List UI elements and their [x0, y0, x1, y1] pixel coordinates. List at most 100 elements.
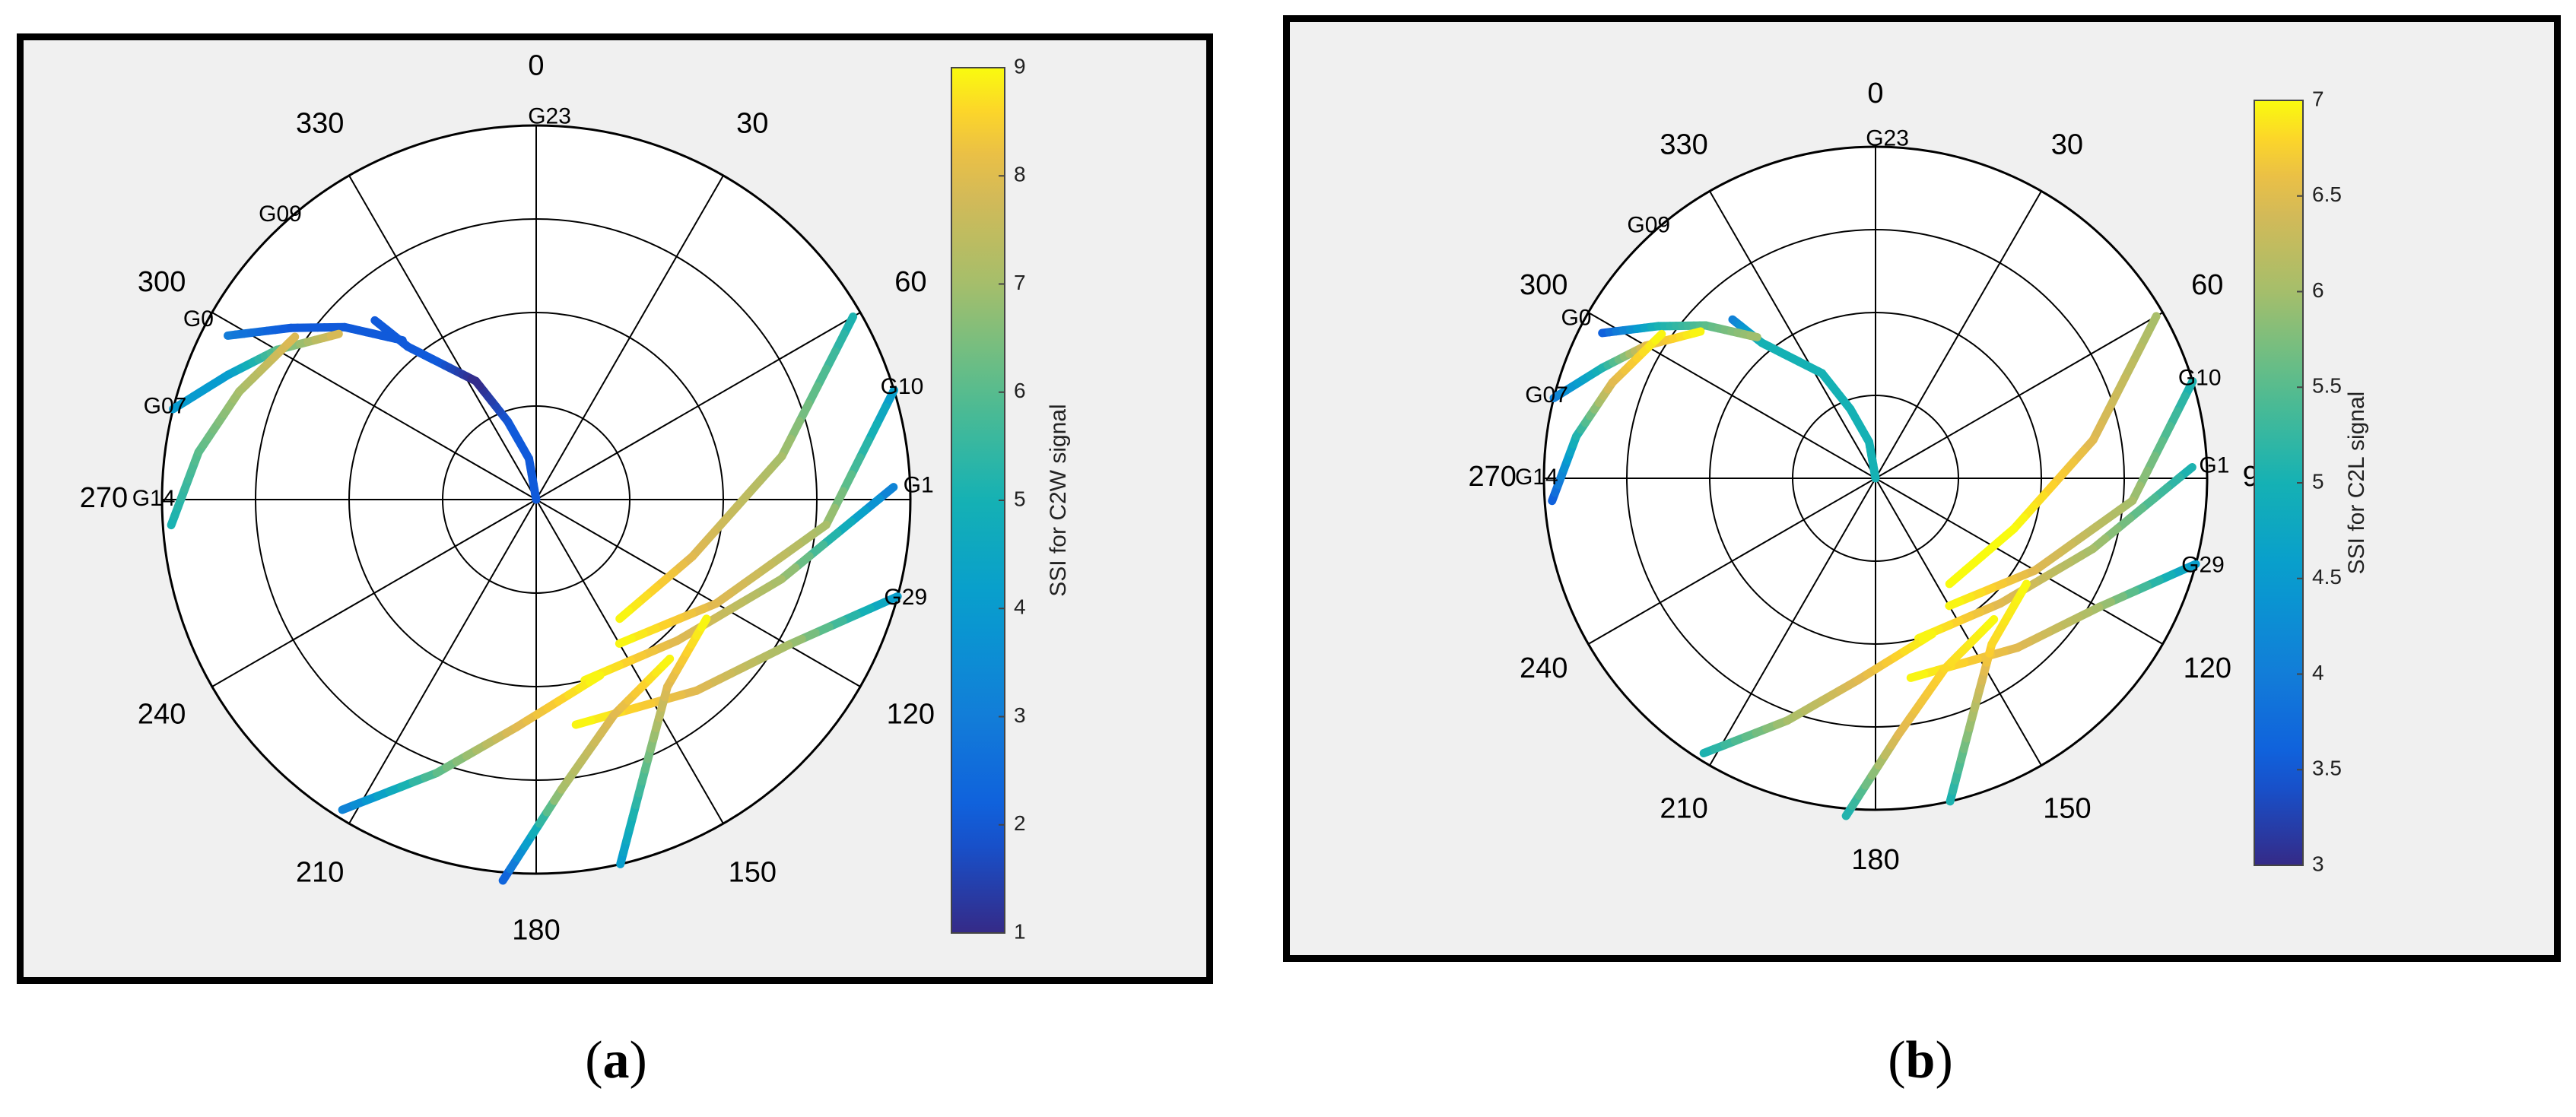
spoke-line [1875, 478, 2164, 645]
colorbar-tick-label: 9 [1014, 54, 1026, 78]
spoke-line [1587, 312, 1876, 479]
colorbar-tick-label: 4 [1014, 595, 1026, 619]
satellite-label: G10 [2178, 366, 2222, 391]
satellite-label: G0 [183, 306, 214, 332]
satellite-track-segment [1918, 630, 1937, 644]
satellite-label: G07 [1525, 382, 1568, 408]
angle-tick-label: 0 [528, 49, 544, 81]
angle-tick-label: 30 [736, 108, 768, 140]
angle-tick-label: 180 [512, 915, 560, 947]
colorbar-tick-label: 3.5 [2312, 757, 2342, 780]
caption-a-letter: a [602, 1031, 630, 1090]
angle-tick-label: 210 [1660, 792, 1707, 824]
satellite-label: G23 [528, 103, 571, 129]
spoke-line [1709, 478, 1876, 766]
spoke-line [348, 175, 537, 500]
satellite-label: G29 [884, 585, 927, 610]
angle-tick-label: 60 [2191, 269, 2223, 301]
colorbar-tick-label: 4 [2312, 661, 2324, 684]
angle-tick-label: 30 [2051, 129, 2083, 161]
spoke-line [535, 312, 861, 500]
satellite-label: G07 [144, 393, 187, 418]
angle-tick-label: 120 [887, 698, 935, 730]
colorbar-tick-label: 5.5 [2312, 374, 2342, 398]
spoke-line [1875, 312, 2164, 479]
satellite-track-segment [697, 614, 711, 632]
colorbar-tick-label: 5 [2312, 469, 2324, 493]
satellite-label: G14 [1515, 465, 1558, 490]
satellite-label: G09 [259, 202, 302, 227]
colorbar-label: SSI for C2L signal [2344, 392, 2369, 575]
satellite-label: G0 [1561, 306, 1591, 331]
satellite-track-segment [1689, 327, 1705, 338]
angle-tick-label: 120 [2184, 652, 2231, 684]
angle-tick-label: 60 [894, 266, 926, 298]
skyplot-chart-a: G23G09G0G07G14G10G1G29030609012015018021… [80, 49, 1071, 947]
colorbar-tick-label: 6 [2312, 278, 2324, 302]
spoke-line [211, 312, 537, 500]
satellite-label: G14 [132, 486, 176, 511]
angle-tick-label: 150 [729, 856, 777, 888]
caption-a: (a) [585, 1031, 647, 1090]
skyplot-panel-b: G23G09G0G07G14G10G1G29030609012015018021… [1283, 15, 2561, 962]
satellite-label: G10 [881, 374, 924, 399]
satellite-label: G23 [1866, 126, 1909, 151]
colorbar-tick-label: 5 [1014, 487, 1026, 510]
angle-tick-label: 270 [1468, 461, 1516, 493]
spoke-line [1875, 190, 2042, 479]
satellite-track-segment [1746, 332, 1761, 341]
colorbar-tick-label: 3 [2312, 852, 2324, 875]
angle-tick-label: 270 [80, 482, 128, 514]
satellite-label: G1 [2199, 452, 2229, 478]
satellite-track-segment [1984, 615, 1999, 630]
angle-tick-label: 330 [296, 108, 344, 140]
angle-tick-label: 0 [1867, 78, 1883, 109]
spoke-line [1709, 190, 1876, 479]
colorbar-tick-label: 3 [1014, 703, 1026, 727]
satellite-track-segment [1906, 669, 1929, 682]
angle-tick-label: 210 [296, 856, 344, 888]
satellite-track-segment [326, 329, 343, 341]
angle-tick-label: 330 [1660, 129, 1707, 161]
satellite-label: G09 [1627, 213, 1670, 238]
colorbar-tick-label: 2 [1014, 811, 1026, 835]
satellite-track-segment [571, 716, 596, 729]
spoke-line [535, 499, 861, 687]
satellite-track-segment [615, 634, 636, 648]
colorbar-tick-label: 7 [1014, 271, 1026, 294]
colorbar-tick-label: 6.5 [2312, 182, 2342, 206]
satellite-track-segment [1814, 367, 1827, 378]
skyplot-panel-a: G23G09G0G07G14G10G1G29030609012015018021… [17, 33, 1213, 984]
skyplot-chart-b: G23G09G0G07G14G10G1G29030609012015018021… [1468, 78, 2369, 876]
satellite-track-segment [615, 606, 634, 624]
caption-b-letter: b [1905, 1031, 1936, 1090]
colorbar-label: SSI for C2W signal [1046, 404, 1071, 596]
angle-tick-label: 300 [1520, 269, 1568, 301]
satellite-track-segment [467, 374, 481, 386]
satellite-track-segment [284, 332, 300, 348]
colorbar-tick-label: 1 [1014, 919, 1026, 943]
satellite-label: G29 [2181, 552, 2225, 577]
satellite-track-segment [659, 654, 675, 671]
satellite-track-segment [1945, 573, 1962, 589]
caption-b: (b) [1888, 1031, 1953, 1090]
satellite-label: G1 [904, 472, 934, 497]
spoke-line [535, 175, 724, 500]
angle-tick-label: 180 [1851, 844, 1899, 876]
spoke-line [348, 499, 537, 824]
satellite-track-segment [1945, 597, 1965, 611]
spoke-line [1587, 478, 1876, 645]
angle-tick-label: 240 [138, 698, 186, 730]
colorbar-tick-label: 6 [1014, 379, 1026, 402]
satellite-track-segment [2018, 579, 2031, 596]
angle-tick-label: 150 [2043, 792, 2091, 824]
angle-tick-label: 240 [1520, 652, 1568, 684]
satellite-track-segment [1651, 329, 1666, 344]
satellite-track-segment [391, 334, 407, 345]
colorbar [2254, 100, 2304, 866]
colorbar [951, 67, 1005, 934]
colorbar-tick-label: 4.5 [2312, 565, 2342, 589]
colorbar-tick-label: 8 [1014, 163, 1026, 186]
colorbar-tick-label: 7 [2312, 87, 2324, 110]
spoke-line [211, 499, 537, 687]
